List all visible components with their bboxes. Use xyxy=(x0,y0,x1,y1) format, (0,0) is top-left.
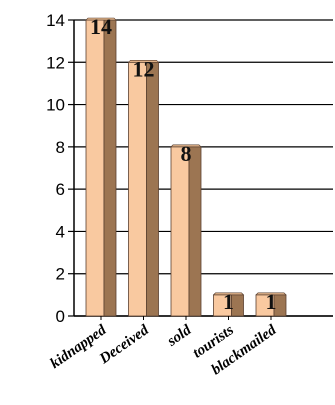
data-label: 14 xyxy=(90,14,112,39)
bar-top xyxy=(255,292,287,296)
data-label: 8 xyxy=(181,141,192,166)
bar xyxy=(127,59,160,317)
bar-front xyxy=(85,19,105,317)
y-tick-label: 0 xyxy=(56,307,65,326)
bar xyxy=(170,144,202,317)
bar-top xyxy=(85,17,117,21)
bar xyxy=(85,17,117,317)
y-axis-ticks: 0 2 4 6 8 10 12 14 xyxy=(46,11,74,326)
data-label: 1 xyxy=(223,289,234,314)
y-tick-label: 2 xyxy=(56,265,65,284)
x-tick-label: kidnapped xyxy=(48,322,110,372)
x-tick-label: sold xyxy=(164,322,195,350)
y-tick-label: 4 xyxy=(56,222,65,241)
bar xyxy=(212,292,245,317)
data-labels: 14 12 8 1 1 xyxy=(90,14,277,314)
bar-side xyxy=(103,19,117,317)
y-tick-label: 14 xyxy=(46,11,65,30)
bar xyxy=(255,292,287,317)
bar-top xyxy=(170,144,202,148)
y-tick-label: 10 xyxy=(46,96,65,115)
bar-front xyxy=(170,146,190,317)
bar-side xyxy=(146,61,159,317)
bar-top xyxy=(127,59,160,63)
data-label: 1 xyxy=(266,289,277,314)
bars xyxy=(85,17,287,317)
data-label: 12 xyxy=(133,56,155,81)
y-tick-label: 8 xyxy=(56,138,65,157)
bar-side xyxy=(188,146,202,317)
y-tick-label: 12 xyxy=(46,53,65,72)
bar-front xyxy=(128,61,147,317)
axes xyxy=(73,20,333,317)
y-tick-label: 6 xyxy=(56,180,65,199)
gridlines xyxy=(74,19,333,317)
bar-top xyxy=(212,292,245,296)
